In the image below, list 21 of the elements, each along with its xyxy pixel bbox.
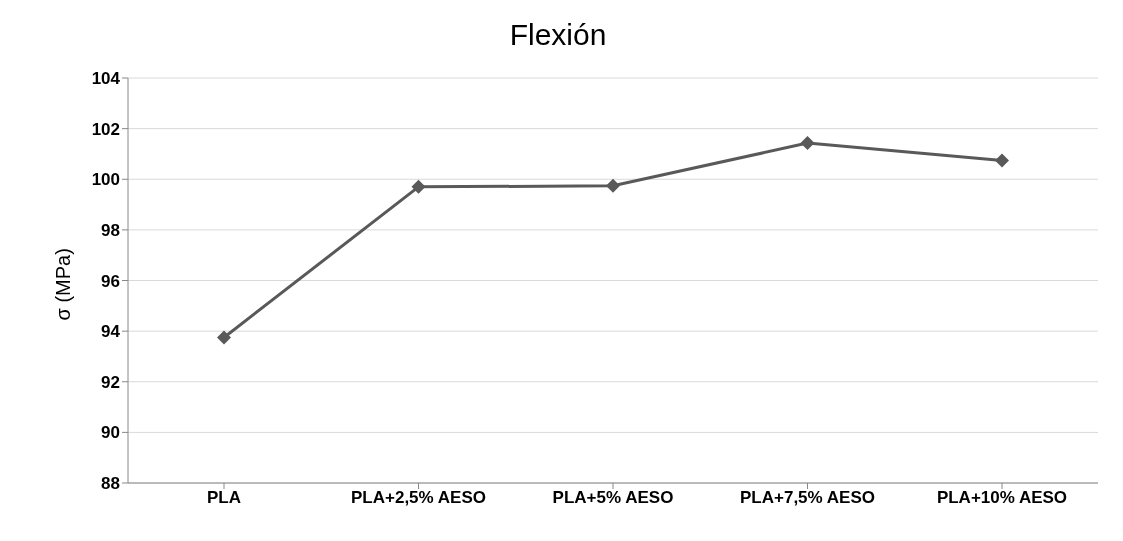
x-tick-label: PLA+10% AESO [936, 488, 1068, 508]
x-tick-label: PLA+5% AESO [552, 488, 674, 508]
x-tick-label: PLA+7,5% AESO [740, 488, 875, 508]
point [411, 179, 426, 194]
y-tick-label: 100 [91, 170, 120, 190]
point [217, 330, 231, 345]
y-tick-label: 98 [101, 220, 120, 240]
y-tick-label: 94 [101, 322, 121, 342]
point [800, 136, 815, 151]
point [995, 153, 1009, 168]
y-tick-label: 92 [101, 372, 120, 392]
y-tick-label: 96 [101, 271, 120, 291]
y-tick-label: 88 [101, 474, 120, 494]
x-tick-label: PLA+2,5% AESO [351, 488, 486, 508]
y-axis-title: σ (MPa) [52, 248, 75, 321]
chart-title: Flexión [508, 18, 608, 52]
y-tick-label: 104 [91, 69, 121, 89]
point [606, 178, 620, 193]
y-tick-label: 90 [101, 423, 120, 443]
y-tick-label: 102 [91, 119, 120, 139]
x-tick-label: PLA [207, 488, 241, 508]
